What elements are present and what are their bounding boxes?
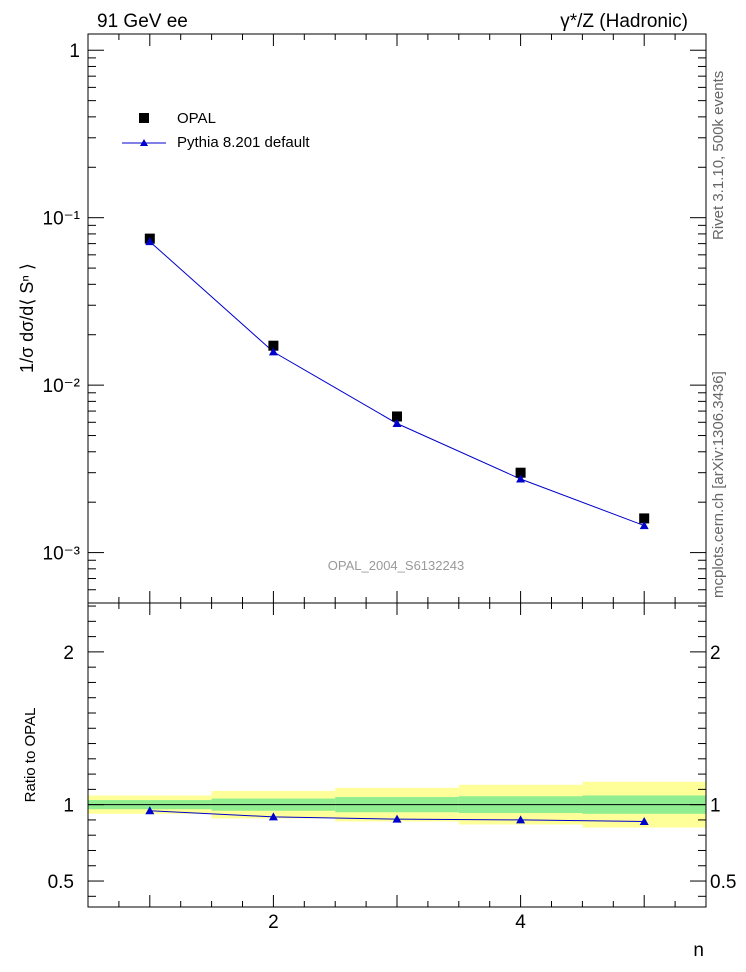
legend-opal-label: OPAL [177, 110, 216, 127]
ratio-y-tick-label-right: 2 [710, 643, 721, 664]
ratio-frame [87, 602, 707, 908]
ratio-mc-point [392, 814, 402, 823]
ratio-y-tick-label: 2 [63, 643, 74, 664]
main-panel: 10⁻³ 10⁻² 10⁻¹ 1 1/σ dσ/d⟨ Sⁿ ⟩ OPAL_2004_S… [17, 33, 707, 604]
mc-data-point [145, 237, 155, 246]
main-y-tick-label: 10⁻² [43, 376, 81, 397]
main-y-tick-label: 10⁻¹ [43, 209, 81, 230]
main-y-tick-labels: 10⁻³ 10⁻² 10⁻¹ 1 [43, 41, 81, 564]
ratio-axis-ticks [87, 603, 707, 907]
ratio-bands [88, 781, 706, 828]
ratio-curve [145, 806, 649, 825]
legend-mc-marker [140, 139, 148, 146]
ratio-y-tick-labels: 0.5 0.5 1 1 2 2 [48, 643, 737, 893]
ratio-x-tick-label: 2 [268, 912, 279, 933]
ratio-y-tick-label-right: 0.5 [710, 872, 736, 893]
mc-series-line [149, 241, 645, 527]
main-y-tick-label: 1 [69, 41, 80, 62]
mc-data-point [392, 419, 402, 428]
rivet-label: Rivet 3.1.10, 500k events [710, 71, 727, 240]
opal-data-point [639, 513, 650, 524]
ratio-y-tick-label: 0.5 [48, 872, 74, 893]
ratio-mc-point [639, 816, 649, 825]
energy-title: 91 GeV ee [97, 11, 188, 32]
legend-mc-label: Pythia 8.201 default [177, 134, 310, 151]
ratio-x-tick-label: 4 [515, 912, 526, 933]
ratio-ylabel: Ratio to OPAL [22, 708, 39, 803]
main-ylabel: 1/σ dσ/d⟨ Sⁿ ⟩ [17, 263, 37, 373]
ratio-y-tick-label-right: 1 [710, 796, 721, 817]
ratio-y-tick-label: 1 [63, 796, 74, 817]
process-title: γ*/Z (Hadronic) [560, 11, 688, 32]
analysis-watermark: OPAL_2004_S6132243 [328, 558, 464, 573]
opal-data-point [515, 467, 526, 478]
legend: OPAL Pythia 8.201 default [122, 110, 310, 151]
mc-curve [149, 241, 645, 527]
legend-opal-marker [139, 113, 149, 123]
mc-data-point [639, 521, 649, 530]
mcplots-label: mcplots.cern.ch [arXiv:1306.3436] [710, 371, 727, 598]
mc-data-point [268, 347, 278, 356]
ratio-mc-point [145, 806, 155, 815]
main-y-tick-label: 10⁻³ [43, 544, 81, 565]
opal-data-point [392, 411, 402, 422]
x-axis-label: n [693, 940, 704, 961]
mc-data-point [516, 474, 526, 483]
main-data-markers [144, 233, 650, 530]
main-axis-ticks [87, 34, 707, 604]
ratio-mc-point [268, 812, 278, 821]
ratio-mc-point [516, 815, 526, 824]
opal-data-point [268, 340, 279, 351]
